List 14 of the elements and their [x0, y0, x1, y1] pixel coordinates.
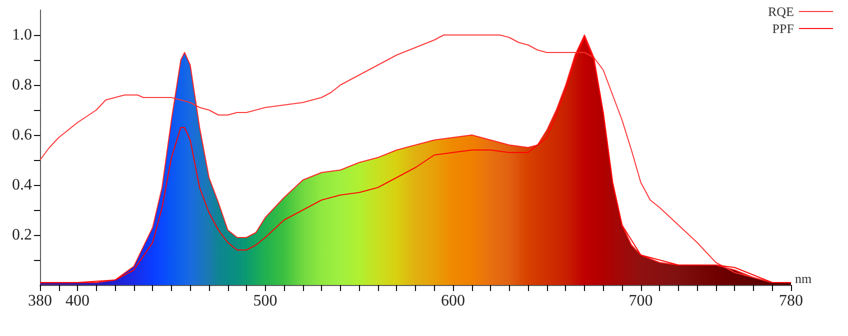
legend-label: PPF	[772, 21, 794, 36]
x-axis-title: nm	[795, 271, 812, 286]
x-tick-label: 700	[628, 292, 653, 310]
y-tick-label: 0.4	[12, 176, 32, 194]
x-tick-label: 500	[253, 292, 278, 310]
y-tick-label: 1.0	[12, 26, 32, 44]
x-tick-label: 600	[441, 292, 466, 310]
y-tick-label: 0.8	[12, 76, 32, 94]
x-tick-label: 780	[779, 292, 803, 310]
y-tick-label: 0.2	[12, 226, 32, 244]
x-tick-label: 400	[66, 292, 90, 310]
x-tick-label: 380	[28, 292, 52, 310]
legend-label: RQE	[768, 4, 794, 19]
y-tick-label: 0.6	[12, 126, 32, 144]
